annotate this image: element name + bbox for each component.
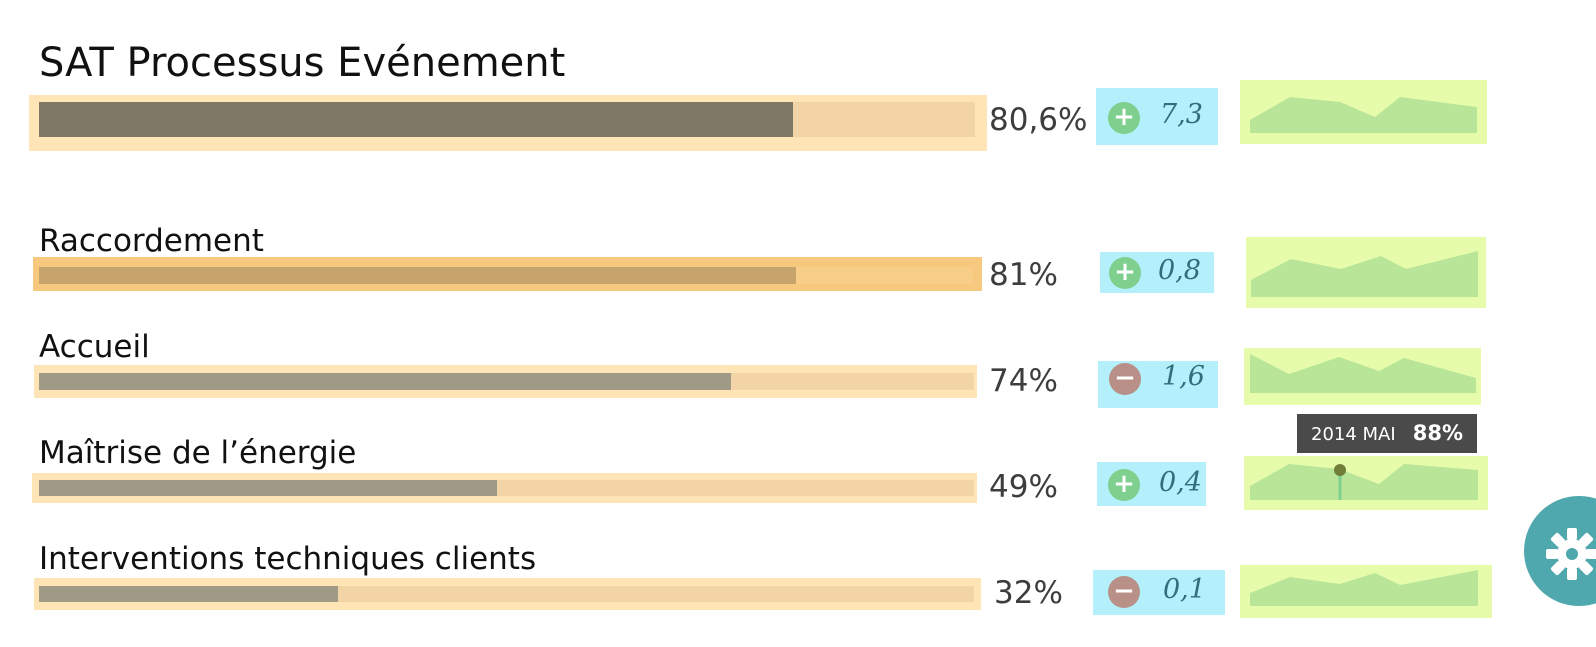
sparkline-area: [1250, 464, 1478, 500]
kpi-progress-fill: [39, 586, 339, 602]
kpi-delta-value: 0,1: [1163, 574, 1206, 605]
minus-circle-icon: −: [1108, 576, 1140, 608]
kpi-delta-badge: − 1,6: [1098, 361, 1218, 408]
kpi-delta-badge: − 0,1: [1093, 570, 1225, 615]
sparkline-marker-dot: [1334, 464, 1346, 476]
sparkline-area: [1250, 570, 1478, 606]
kpi-sparkline[interactable]: [1244, 456, 1488, 510]
gear-icon: [1546, 528, 1596, 580]
plus-circle-icon: +: [1108, 469, 1140, 501]
settings-button[interactable]: [1524, 496, 1596, 606]
kpi-delta-value: 0,8: [1158, 255, 1201, 286]
plus-circle-icon: +: [1109, 257, 1141, 289]
kpi-title: Maîtrise de l’énergie: [39, 435, 357, 471]
kpi-sparkline[interactable]: [1246, 237, 1486, 308]
kpi-progress-track: [39, 102, 975, 137]
kpi-percent: 49%: [989, 469, 1058, 505]
kpi-title: SAT Processus Evénement: [39, 40, 566, 86]
kpi-sparkline[interactable]: [1240, 565, 1492, 618]
sparkline-tooltip: 2014 MAI 88%: [1297, 414, 1477, 453]
kpi-delta-badge: + 7,3: [1096, 88, 1218, 145]
tooltip-value: 88%: [1412, 421, 1463, 445]
kpi-title: Interventions techniques clients: [39, 541, 537, 577]
kpi-progress-fill: [39, 267, 796, 284]
kpi-percent: 32%: [994, 575, 1063, 611]
kpi-delta-value: 0,4: [1159, 467, 1202, 498]
kpi-progress-track: [39, 480, 974, 496]
kpi-title: Accueil: [39, 329, 150, 365]
kpi-percent: 80,6%: [989, 102, 1088, 138]
kpi-progress-fill: [39, 373, 731, 390]
kpi-sparkline[interactable]: [1240, 80, 1487, 144]
kpi-progress-track: [39, 267, 973, 284]
kpi-percent: 81%: [989, 257, 1058, 293]
kpi-progress-fill: [39, 480, 498, 496]
sparkline-area: [1250, 97, 1477, 133]
tooltip-period: 2014 MAI: [1311, 424, 1396, 445]
kpi-delta-badge: + 0,8: [1100, 252, 1214, 293]
kpi-delta-badge: + 0,4: [1097, 462, 1206, 506]
kpi-title: Raccordement: [39, 223, 264, 259]
kpi-delta-value: 7,3: [1160, 99, 1203, 130]
kpi-sparkline[interactable]: [1244, 348, 1481, 405]
minus-circle-icon: −: [1109, 363, 1141, 395]
plus-circle-icon: +: [1108, 102, 1140, 134]
kpi-progress-track: [39, 586, 974, 602]
kpi-progress-fill: [39, 102, 794, 137]
kpi-delta-value: 1,6: [1162, 361, 1205, 392]
kpi-progress-track: [39, 373, 974, 390]
sparkline-area: [1250, 354, 1476, 393]
sparkline-area: [1251, 251, 1478, 297]
kpi-percent: 74%: [989, 363, 1058, 399]
